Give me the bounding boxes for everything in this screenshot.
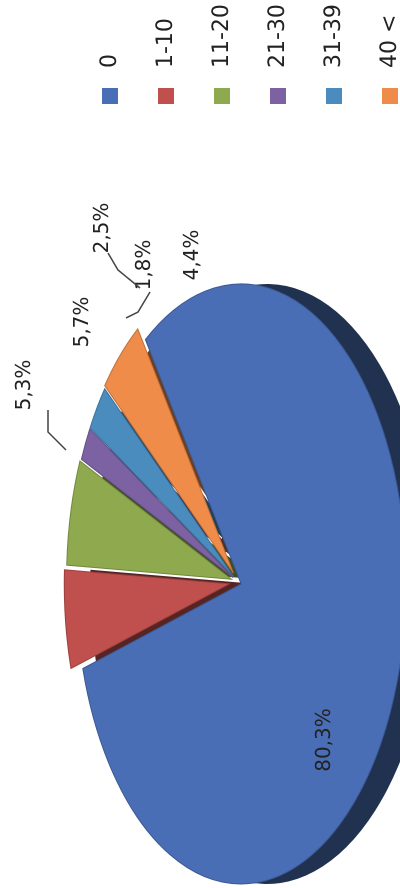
data-label: 5,7% <box>69 297 93 348</box>
data-label: 1,8% <box>131 240 155 291</box>
data-label: 80,3% <box>311 708 335 772</box>
legend-label: 21-30 <box>265 4 290 68</box>
legend-label: 1-10 <box>153 18 178 68</box>
pie-slice <box>80 427 234 578</box>
legend-label: 31-39 <box>321 4 346 68</box>
leader-line <box>47 410 67 451</box>
legend: 0 1-10 11-20 21-30 31-39 40 < <box>97 4 400 104</box>
pie-top-layer: 80,3% 5,3% 5,7% 1,8% 2,5% 4,4% <box>11 203 400 885</box>
legend-swatch <box>382 88 398 104</box>
leader-line <box>125 291 151 319</box>
legend-swatch <box>326 88 342 104</box>
pie-slice <box>63 569 231 670</box>
legend-swatch <box>214 88 230 104</box>
pie-slice <box>104 327 234 574</box>
data-label: 2,5% <box>89 203 113 254</box>
pie-slice <box>66 460 234 580</box>
legend-label: 40 < <box>377 15 400 68</box>
legend-swatch <box>102 88 118 104</box>
data-label: 4,4% <box>179 230 203 281</box>
leader-line <box>107 252 141 289</box>
legend-label: 0 <box>97 54 122 68</box>
legend-swatch <box>158 88 174 104</box>
legend-label: 11-20 <box>209 4 234 68</box>
legend-swatch <box>270 88 286 104</box>
pie-slice <box>82 283 400 885</box>
data-label: 5,3% <box>11 360 35 411</box>
pie-slice <box>89 387 234 577</box>
